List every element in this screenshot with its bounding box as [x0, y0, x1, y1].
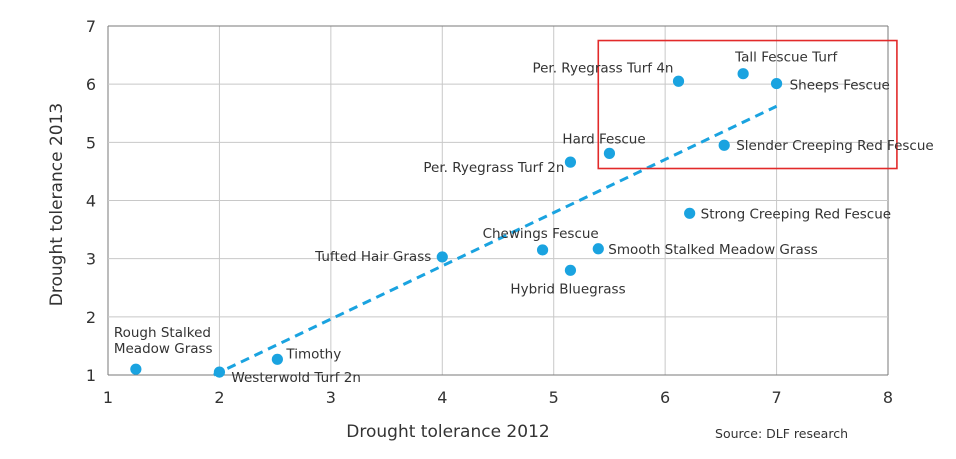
- data-point: [213, 366, 226, 378]
- point-label-line: Smooth Stalked Meadow Grass: [608, 242, 818, 258]
- point-label-line: Hybrid Bluegrass: [510, 281, 625, 297]
- x-tick-label: 5: [549, 388, 559, 407]
- data-points: [130, 68, 783, 378]
- point-label: Chewings Fescue: [483, 226, 599, 242]
- y-tick-label: 6: [86, 75, 96, 94]
- point-label: Strong Creeping Red Fescue: [701, 206, 891, 222]
- point-label-line: Tufted Hair Grass: [314, 249, 431, 265]
- x-tick-label: 6: [660, 388, 670, 407]
- point-label: Smooth Stalked Meadow Grass: [608, 242, 818, 258]
- y-axis-title: Drought tolerance 2013: [47, 103, 67, 306]
- point-label: Hard Fescue: [562, 131, 645, 147]
- point-label-line: Per. Ryegrass Turf 2n: [423, 160, 564, 176]
- point-label: Per. Ryegrass Turf 2n: [423, 160, 564, 176]
- data-point: [737, 68, 749, 80]
- point-label-line: Sheeps Fescue: [790, 78, 890, 94]
- y-tick-label: 2: [86, 308, 96, 327]
- data-point: [536, 244, 549, 256]
- highlight-box: [597, 39, 898, 170]
- x-tick-label: 7: [771, 388, 781, 407]
- point-label: Tufted Hair Grass: [314, 249, 431, 265]
- y-tick-label: 7: [86, 17, 96, 36]
- data-point: [718, 139, 730, 151]
- point-label-line: Per. Ryegrass Turf 4n: [532, 60, 673, 76]
- x-tick-label: 3: [326, 388, 336, 407]
- point-label-line: Slender Creeping Red Fescue: [736, 138, 934, 154]
- point-label: Rough Stalked Meadow Grass: [114, 325, 213, 357]
- x-tick-label: 8: [883, 388, 893, 407]
- point-label: Tall Fescue Turf: [734, 50, 838, 66]
- x-axis-title: Drought tolerance 2012: [346, 422, 549, 442]
- data-point: [684, 207, 696, 219]
- data-point: [436, 251, 448, 263]
- point-label: Westerwold Turf 2n: [231, 370, 360, 386]
- data-point: [770, 77, 783, 90]
- tick-labels: 1 2 3 4 5 6 7 8 1 2 3 4 5 6 7: [86, 17, 893, 407]
- data-point: [592, 243, 604, 255]
- highlight-rect: [597, 39, 898, 170]
- x-tick-label: 1: [103, 388, 113, 407]
- y-tick-label: 4: [86, 192, 96, 211]
- data-point: [564, 156, 577, 168]
- point-label-line: Timothy: [285, 346, 341, 362]
- grid: [107, 25, 889, 376]
- point-label-line: Chewings Fescue: [483, 226, 599, 242]
- x-tick-label: 2: [214, 388, 224, 407]
- x-tick-label: 4: [437, 388, 447, 407]
- point-label-line: Hard Fescue: [562, 131, 645, 147]
- point-labels: Rough Stalked Meadow Grass Westerwold Turf…: [114, 50, 934, 386]
- source-note: Source: DLF research: [715, 426, 848, 441]
- point-label: Per. Ryegrass Turf 4n: [532, 60, 673, 76]
- point-label: Hybrid Bluegrass: [510, 281, 625, 297]
- point-label: Timothy: [285, 346, 341, 362]
- point-label-line: Westerwold Turf 2n: [231, 370, 360, 386]
- y-tick-label: 3: [86, 250, 96, 269]
- point-label: Sheeps Fescue: [790, 78, 890, 94]
- data-point: [271, 353, 283, 365]
- point-label-line: Rough Stalked: [114, 325, 211, 341]
- point-label-line: Strong Creeping Red Fescue: [701, 206, 891, 222]
- point-label-line: Meadow Grass: [114, 341, 213, 357]
- data-point: [564, 264, 577, 276]
- data-point: [130, 363, 142, 375]
- point-label-line: Tall Fescue Turf: [734, 50, 838, 66]
- data-point: [603, 147, 616, 159]
- point-label: Slender Creeping Red Fescue: [736, 138, 934, 154]
- y-tick-label: 1: [86, 366, 96, 385]
- data-point: [672, 75, 685, 87]
- y-tick-label: 5: [86, 133, 96, 152]
